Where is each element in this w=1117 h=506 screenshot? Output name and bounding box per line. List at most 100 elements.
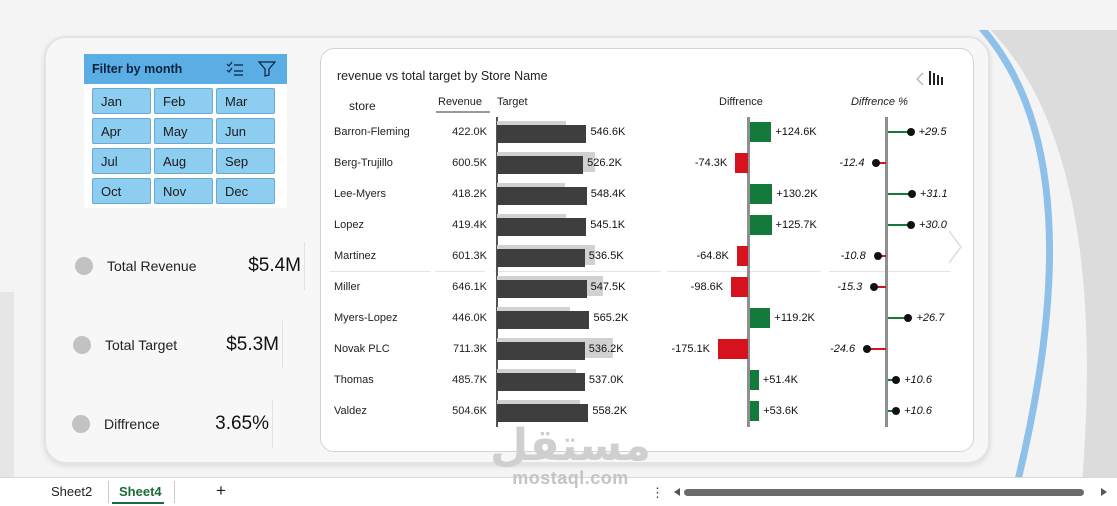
target-bar[interactable]	[497, 404, 589, 422]
tab-separator	[108, 481, 109, 503]
target-bar[interactable]	[497, 280, 587, 298]
difference-pct-dot[interactable]	[873, 252, 882, 260]
difference-pct-label: -15.3	[837, 281, 863, 293]
difference-pct-dot[interactable]	[870, 283, 879, 291]
difference-pct-dot[interactable]	[872, 159, 881, 167]
difference-bar-negative[interactable]	[717, 339, 748, 359]
slicer-header: Filter by month	[84, 54, 287, 84]
difference-pct-dot[interactable]	[863, 345, 872, 353]
target-bar[interactable]	[497, 249, 585, 267]
store-name[interactable]: Myers-Lopez	[334, 312, 398, 324]
target-bar[interactable]	[497, 373, 585, 391]
target-bar[interactable]	[497, 311, 590, 329]
horizontal-scrollbar[interactable]	[684, 489, 1084, 496]
difference-bar-positive[interactable]	[750, 370, 759, 390]
header-difference-pct[interactable]: Diffrence %	[851, 96, 908, 108]
month-button-feb[interactable]: Feb	[154, 88, 213, 114]
month-button-mar[interactable]: Mar	[216, 88, 275, 114]
month-button-jul[interactable]: Jul	[92, 148, 151, 174]
add-sheet-button[interactable]: +	[216, 481, 226, 500]
month-button-jan[interactable]: Jan	[92, 88, 151, 114]
target-bar[interactable]	[497, 187, 587, 205]
month-button-may[interactable]: May	[154, 118, 213, 144]
more-options-icon[interactable]: ⋮	[651, 485, 664, 500]
kpi-total-target: Total Target $5.3M	[73, 321, 283, 369]
store-name[interactable]: Miller	[334, 281, 361, 293]
difference-pct-label: +30.0	[919, 219, 947, 231]
watermark: مستقل mostaql.com	[490, 424, 651, 489]
difference-pct-dot[interactable]	[892, 376, 901, 384]
difference-pct-line-positive	[888, 317, 909, 319]
month-button-aug[interactable]: Aug	[154, 148, 213, 174]
watermark-latin: mostaql.com	[512, 468, 629, 488]
difference-bar-negative[interactable]	[736, 246, 748, 266]
difference-pct-dot[interactable]	[906, 128, 915, 136]
difference-label: +119.2K	[774, 312, 815, 324]
kpi-label: Total Revenue	[107, 258, 197, 274]
visual-title: revenue vs total target by Store Name	[337, 69, 548, 83]
chevron-left-icon[interactable]	[913, 71, 927, 87]
difference-bar-positive[interactable]	[750, 401, 760, 421]
difference-pct-dot[interactable]	[904, 314, 913, 322]
month-button-apr[interactable]: Apr	[92, 118, 151, 144]
difference-bar-positive[interactable]	[750, 122, 772, 142]
target-bar[interactable]	[497, 342, 585, 360]
difference-bar-negative[interactable]	[735, 153, 748, 173]
tab-separator	[174, 481, 175, 503]
difference-bar-positive[interactable]	[750, 308, 771, 328]
store-name[interactable]: Barron-Fleming	[334, 126, 410, 138]
sheet-tab-bar: Sheet2 Sheet4 + ⋮	[0, 477, 1117, 506]
target-label: 536.2K	[588, 343, 624, 355]
sort-indicator	[436, 111, 490, 113]
target-bar[interactable]	[497, 156, 584, 174]
difference-bar-positive[interactable]	[750, 184, 773, 204]
store-name[interactable]: Valdez	[334, 405, 367, 417]
header-difference[interactable]: Diffrence	[719, 96, 763, 108]
header-store[interactable]: store	[349, 99, 376, 113]
visual-type-icon[interactable]	[928, 69, 948, 89]
revenue-value: 419.4K	[452, 219, 487, 231]
store-name[interactable]: Martinez	[334, 250, 377, 262]
chevron-right-icon[interactable]	[945, 227, 967, 267]
target-bar[interactable]	[497, 218, 587, 236]
difference-pct-line-negative	[867, 348, 886, 350]
month-button-oct[interactable]: Oct	[92, 178, 151, 204]
scroll-left-icon[interactable]	[672, 487, 682, 497]
header-revenue[interactable]: Revenue	[438, 96, 483, 108]
month-button-dec[interactable]: Dec	[216, 178, 275, 204]
multi-select-icon[interactable]	[226, 61, 244, 77]
target-label: 536.5K	[588, 250, 624, 262]
kpi-dot-icon	[72, 415, 90, 433]
clear-filter-icon[interactable]	[258, 61, 276, 77]
row-divider	[329, 271, 431, 272]
store-name[interactable]: Lopez	[334, 219, 364, 231]
difference-pct-line-positive	[888, 379, 897, 381]
month-button-sep[interactable]: Sep	[216, 148, 275, 174]
store-name[interactable]: Thomas	[334, 374, 374, 386]
kpi-difference: Diffrence 3.65%	[72, 400, 273, 448]
tab-sheet4[interactable]: Sheet4	[119, 484, 162, 499]
month-button-jun[interactable]: Jun	[216, 118, 275, 144]
store-name[interactable]: Novak PLC	[334, 343, 390, 355]
difference-pct-line-positive	[888, 410, 897, 412]
difference-pct-dot[interactable]	[892, 407, 901, 415]
difference-pct-dot[interactable]	[907, 190, 916, 198]
scroll-tabs-icon[interactable]	[8, 486, 20, 498]
target-bar[interactable]	[497, 125, 587, 143]
scroll-right-icon[interactable]	[1099, 487, 1109, 497]
header-target[interactable]: Target	[497, 96, 528, 108]
store-name[interactable]: Lee-Myers	[334, 188, 386, 200]
row-divider	[435, 271, 485, 272]
slicer-title: Filter by month	[92, 62, 183, 76]
tab-sheet2[interactable]: Sheet2	[51, 484, 93, 499]
difference-label: +51.4K	[762, 374, 798, 386]
difference-bar-negative[interactable]	[731, 277, 748, 297]
revenue-target-visual[interactable]: revenue vs total target by Store Name st…	[320, 48, 974, 452]
month-button-nov[interactable]: Nov	[154, 178, 213, 204]
store-name[interactable]: Berg-Trujillo	[334, 157, 393, 169]
difference-bar-positive[interactable]	[750, 215, 772, 235]
month-slicer[interactable]: Filter by month Jan Feb Mar Apr May Jun Jul Aug…	[84, 54, 287, 208]
difference-pct-dot[interactable]	[907, 221, 915, 229]
difference-pct-label: +10.6	[904, 374, 932, 386]
